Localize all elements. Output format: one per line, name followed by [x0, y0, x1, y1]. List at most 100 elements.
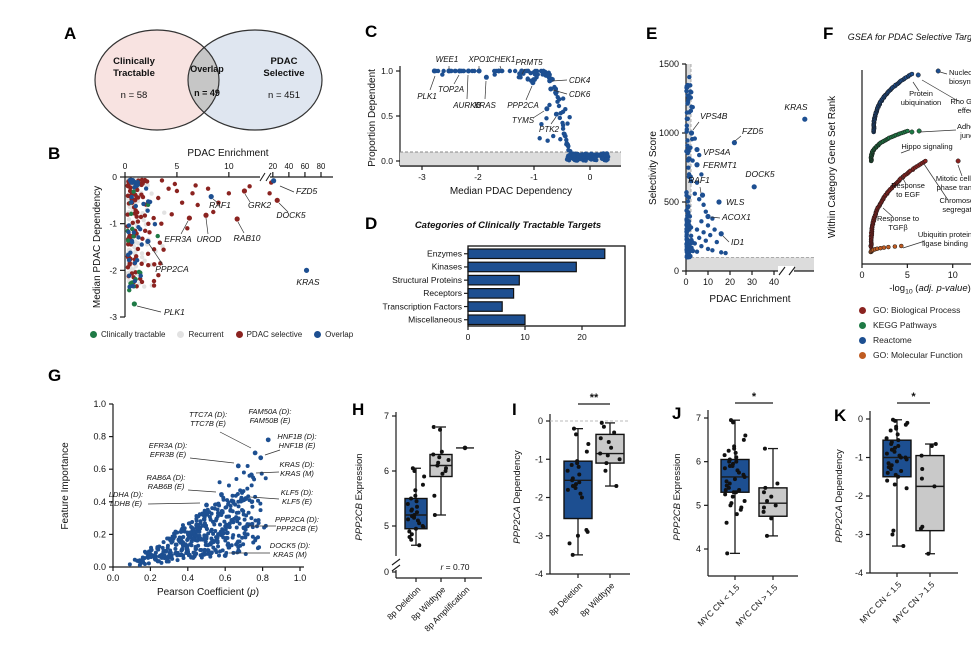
gene-label: RAF1 [209, 200, 231, 210]
data-point [926, 551, 931, 556]
data-point [139, 242, 144, 247]
data-point [138, 273, 143, 279]
data-point [701, 202, 706, 207]
gene-label: RAB10 [234, 233, 261, 243]
data-point [568, 149, 573, 154]
data-point [564, 157, 570, 162]
gene-label: KLF5 (E) [282, 497, 313, 506]
data-point [222, 519, 227, 524]
data-point [893, 418, 898, 423]
data-point [180, 547, 185, 552]
data-point [540, 72, 545, 77]
data-point [125, 265, 131, 270]
data-point [214, 535, 219, 540]
data-point [552, 84, 557, 90]
data-point [685, 116, 690, 122]
gene-label: TTC7B (E) [190, 419, 226, 428]
data-point [253, 494, 258, 499]
data-point [131, 189, 136, 194]
data-point [250, 521, 255, 526]
data-point [697, 152, 702, 158]
y-tick: -4 [535, 569, 543, 579]
data-point [142, 258, 147, 263]
data-point [211, 209, 216, 215]
data-point [164, 548, 169, 553]
data-point [169, 537, 174, 542]
panel-letter-j: J [672, 404, 682, 423]
bar-category-label: Enzymes [427, 249, 462, 259]
data-point [604, 461, 609, 466]
data-point [263, 476, 268, 481]
x-tick: -3 [418, 172, 426, 182]
line [788, 266, 796, 276]
data-point [129, 200, 134, 205]
data-point [135, 246, 141, 252]
legend-item: Overlap [314, 330, 353, 339]
data-point [238, 488, 243, 493]
data-point [763, 485, 768, 490]
data-point [409, 508, 414, 513]
data-point [241, 542, 246, 547]
gene-label: PTK2 [539, 125, 560, 134]
line [259, 172, 266, 182]
gene-label: FZD5 [742, 126, 764, 136]
gene-label: KRAS (M) [273, 550, 307, 559]
data-point [186, 215, 192, 221]
data-point [577, 472, 582, 477]
data-point [728, 503, 733, 508]
data-point [169, 212, 174, 217]
data-point [544, 116, 549, 121]
data-point [412, 515, 417, 520]
data-point [126, 257, 132, 263]
data-point [126, 217, 132, 222]
data-point [571, 426, 576, 431]
data-point [583, 158, 588, 163]
data-point [734, 512, 739, 517]
data-point [563, 106, 568, 112]
data-point [560, 96, 566, 101]
data-point [145, 251, 151, 256]
data-point [220, 530, 225, 535]
panel-letter-k: K [834, 406, 847, 425]
bar-category-label: Miscellaneous [408, 315, 462, 325]
leader-line [499, 65, 502, 70]
gene-label: KRAS (D): [279, 460, 314, 469]
data-point [881, 245, 887, 250]
data-point [599, 152, 604, 157]
data-point [157, 544, 162, 549]
data-point [725, 551, 730, 556]
data-point [303, 267, 310, 273]
data-point [185, 226, 190, 231]
x-axis-title: -log10 (adj. p-value) [889, 283, 971, 296]
data-point [198, 536, 203, 541]
data-point [684, 226, 689, 232]
y-axis-title: PPP2CB Expression [354, 453, 365, 540]
y-tick: 0 [538, 416, 543, 426]
leader-line [148, 243, 164, 266]
data-point [405, 502, 410, 506]
data-point [769, 516, 774, 521]
leader-line [147, 502, 201, 505]
data-point [600, 156, 605, 162]
data-point [742, 498, 747, 503]
leader-line [180, 220, 189, 235]
data-point [741, 437, 746, 442]
data-point [179, 200, 185, 205]
line [265, 172, 272, 182]
data-point [889, 442, 894, 447]
x-axis-title: Pearson Coefficient (p) [157, 587, 259, 598]
data-point [218, 522, 223, 527]
data-point [694, 249, 700, 254]
data-point [126, 223, 132, 228]
data-point [209, 527, 214, 532]
y-tick: -2 [535, 493, 543, 503]
y-tick: -4 [855, 568, 863, 578]
data-point [727, 459, 732, 464]
data-point [161, 247, 166, 252]
data-point [465, 68, 471, 74]
data-point [894, 459, 899, 464]
x-tick: 0 [123, 161, 128, 171]
legend-dot-icon [177, 331, 185, 338]
data-point [242, 517, 247, 522]
